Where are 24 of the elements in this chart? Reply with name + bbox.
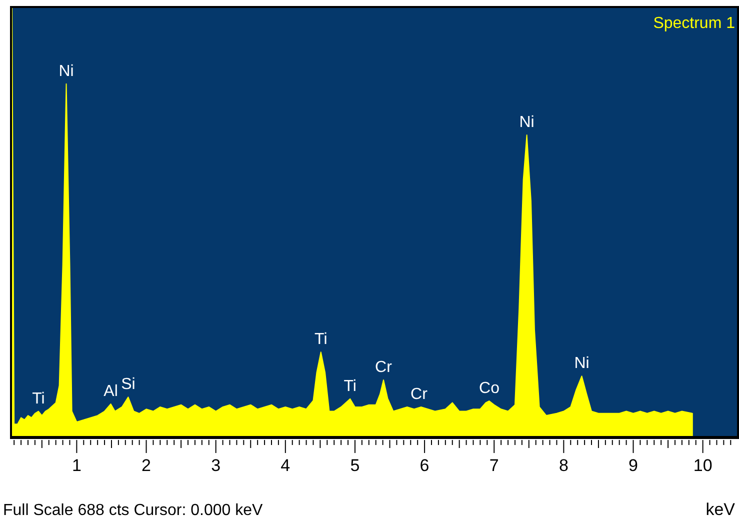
annotation: Ni xyxy=(574,355,590,372)
x-tick-label: 1 xyxy=(72,456,82,476)
x-tick-label: 3 xyxy=(211,456,221,476)
annotation: Co xyxy=(479,380,500,397)
annotation: Ti xyxy=(32,390,45,408)
x-tick-label: 7 xyxy=(489,456,499,476)
x-tick-label: 9 xyxy=(628,456,638,476)
x-tick-label: 8 xyxy=(558,456,568,476)
annotation: Ti xyxy=(344,378,356,395)
annotation: Cr xyxy=(375,358,393,376)
x-tick-label: 2 xyxy=(142,456,152,476)
annotation: Al xyxy=(104,382,118,400)
annotation: Ni xyxy=(58,62,74,80)
annotation: Cr xyxy=(410,386,428,403)
x-tick-label: 10 xyxy=(693,456,712,476)
x-tick-label: 5 xyxy=(350,456,360,476)
x-axis-title: keV xyxy=(706,500,736,519)
text: Full Scale 688 cts Cursor: 0.000 keV xyxy=(3,502,264,519)
annotation: Ni xyxy=(519,114,534,131)
chart-title: Spectrum 1 xyxy=(653,15,736,32)
annotation: Si xyxy=(121,376,136,394)
annotation: Ti xyxy=(314,331,328,348)
x-tick-label: 4 xyxy=(280,456,290,476)
x-tick-label: 6 xyxy=(420,456,430,476)
